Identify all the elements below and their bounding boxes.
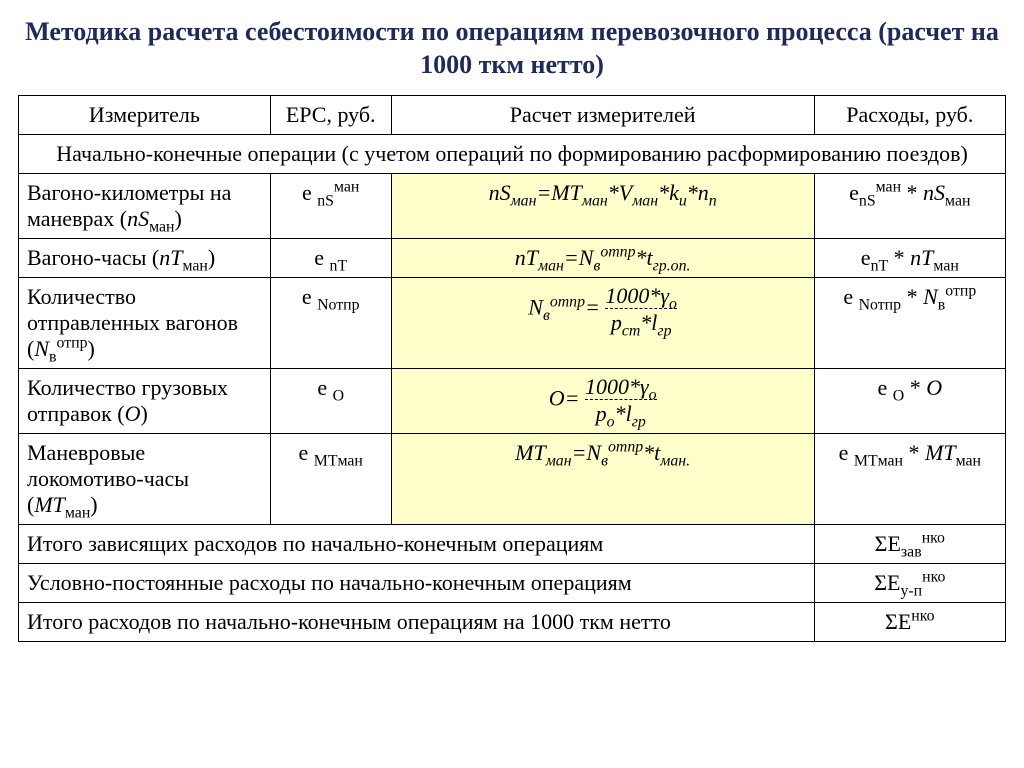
section-header-row: Начально-конечные операции (с учетом опе…	[19, 135, 1006, 174]
calc-cell: MTман=Nвотпр*tман.	[391, 434, 814, 525]
table-row: Количество грузовых отправок (O) e O O= …	[19, 369, 1006, 434]
total-label: Итого зависящих расходов по начально-кон…	[19, 525, 815, 564]
col-measure: Измеритель	[19, 96, 271, 135]
table-row: Вагоно-часы (nTман) e nT nTман=Nвотпр*tг…	[19, 239, 1006, 278]
erc-cell: e nT	[270, 239, 391, 278]
total-label: Условно-постоянные расходы по начально-к…	[19, 564, 815, 603]
col-erc: ЕРС, руб.	[270, 96, 391, 135]
page: Методика расчета себестоимости по операц…	[0, 0, 1024, 650]
section-header: Начально-конечные операции (с учетом опе…	[19, 135, 1006, 174]
total-label: Итого расходов по начально-конечным опер…	[19, 603, 815, 642]
table-row: Количество отправленных вагонов (Nвотпр)…	[19, 278, 1006, 369]
cost-cell: e O * O	[814, 369, 1005, 434]
calc-cell: nSман=MTман*Vман*kи*nп	[391, 174, 814, 239]
total-row: Условно-постоянные расходы по начально-к…	[19, 564, 1006, 603]
total-value: ΣEу-пнко	[814, 564, 1005, 603]
cost-cell: enSман * nSман	[814, 174, 1005, 239]
measure-cell: Количество грузовых отправок (O)	[19, 369, 271, 434]
erc-cell: e O	[270, 369, 391, 434]
measure-cell: Вагоно-часы (nTман)	[19, 239, 271, 278]
col-cost: Расходы, руб.	[814, 96, 1005, 135]
total-row: Итого зависящих расходов по начально-кон…	[19, 525, 1006, 564]
calc-cell: nTман=Nвотпр*tгр.оп.	[391, 239, 814, 278]
erc-cell: e nSман	[270, 174, 391, 239]
measure-cell: Количество отправленных вагонов (Nвотпр)	[19, 278, 271, 369]
cost-cell: e Nотпр * Nвотпр	[814, 278, 1005, 369]
calc-cell: Nвотпр= 1000*γоpст*lгр	[391, 278, 814, 369]
table-header-row: Измеритель ЕРС, руб. Расчет измерителей …	[19, 96, 1006, 135]
table-row: Вагоно-километры на маневрах (nSман) e n…	[19, 174, 1006, 239]
erc-cell: e MTман	[270, 434, 391, 525]
total-value: ΣEзавнко	[814, 525, 1005, 564]
cost-cell: enT * nTман	[814, 239, 1005, 278]
cost-table: Измеритель ЕРС, руб. Расчет измерителей …	[18, 95, 1006, 642]
erc-cell: e Nотпр	[270, 278, 391, 369]
total-value: ΣEнко	[814, 603, 1005, 642]
measure-cell: Вагоно-километры на маневрах (nSман)	[19, 174, 271, 239]
calc-cell: O= 1000*γоpо*lгр	[391, 369, 814, 434]
col-calc: Расчет измерителей	[391, 96, 814, 135]
page-title: Методика расчета себестоимости по операц…	[18, 16, 1006, 81]
cost-cell: e MTман * MTман	[814, 434, 1005, 525]
measure-cell: Маневровые локомотиво-часы (MTман)	[19, 434, 271, 525]
table-row: Маневровые локомотиво-часы (MTман) e MTм…	[19, 434, 1006, 525]
total-row: Итого расходов по начально-конечным опер…	[19, 603, 1006, 642]
